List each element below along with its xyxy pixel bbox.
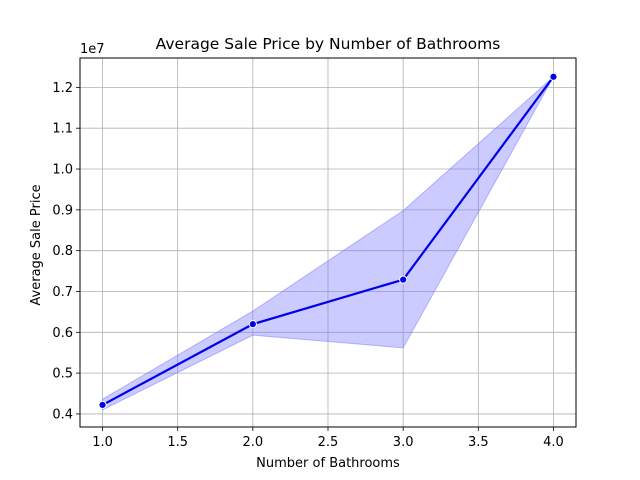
series-polyline xyxy=(102,76,555,406)
y-axis-offset-label: 1e7 xyxy=(80,42,105,57)
y-tick-label: 1.2 xyxy=(52,81,73,96)
x-tick-label: 2.5 xyxy=(318,435,339,450)
confidence-band xyxy=(102,76,554,411)
y-tick-label: 1.1 xyxy=(52,122,73,137)
x-tick-label: 2.0 xyxy=(243,435,264,450)
series-line xyxy=(102,76,555,406)
data-point xyxy=(549,72,558,81)
y-axis-ticks: 0.4 0.5 0.6 0.7 0.8 0.9 1.0 1.1 1.2 xyxy=(52,81,80,422)
x-tick-label: 1.5 xyxy=(167,435,188,450)
x-tick-label: 1.0 xyxy=(92,435,113,450)
x-tick-label: 3.0 xyxy=(393,435,414,450)
y-tick-label: 0.7 xyxy=(52,285,73,300)
x-axis-label: Number of Bathrooms xyxy=(256,456,400,471)
x-tick-label: 4.0 xyxy=(543,435,564,450)
y-tick-label: 0.4 xyxy=(52,407,73,422)
series-points xyxy=(98,72,558,410)
data-point xyxy=(248,320,257,329)
data-point xyxy=(399,275,408,284)
y-tick-label: 0.5 xyxy=(52,367,73,382)
y-axis-label: Average Sale Price xyxy=(29,184,44,305)
y-tick-label: 1.0 xyxy=(52,163,73,178)
y-tick-label: 0.9 xyxy=(52,203,73,218)
x-tick-label: 3.5 xyxy=(468,435,489,450)
grid-lines xyxy=(80,58,576,427)
data-point xyxy=(98,400,107,410)
y-tick-label: 0.6 xyxy=(52,326,73,341)
ci-band xyxy=(102,76,554,411)
x-axis-ticks: 1.0 1.5 2.0 2.5 3.0 3.5 4.0 xyxy=(92,427,564,450)
y-tick-label: 0.8 xyxy=(52,244,73,259)
chart-title: Average Sale Price by Number of Bathroom… xyxy=(156,35,501,53)
